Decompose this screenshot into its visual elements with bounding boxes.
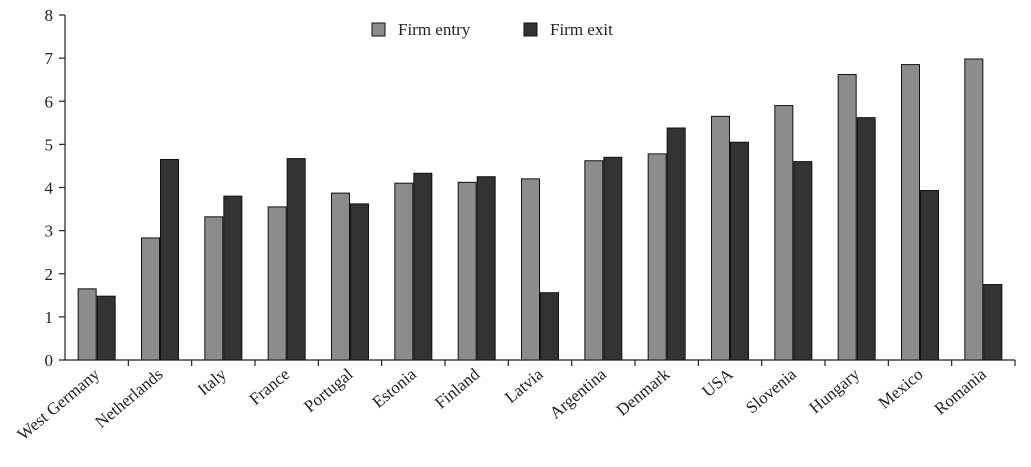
bar-firm-entry (267, 206, 287, 361)
category-label: France (246, 365, 294, 409)
bar-firm-entry (394, 182, 414, 361)
bar-firm-entry (457, 181, 477, 361)
bar-firm-entry (141, 237, 160, 361)
legend-swatch (371, 22, 386, 37)
bar-firm-exit (666, 127, 686, 361)
bar-firm-entry (77, 288, 97, 361)
bar-firm-exit (793, 161, 813, 361)
bar-firm-exit (96, 295, 116, 361)
bar-firm-exit (603, 156, 623, 361)
bar-firm-exit (476, 176, 496, 361)
category-label: Italy (194, 364, 230, 399)
bar-firm-exit (223, 195, 243, 361)
y-tick-label: 6 (45, 92, 54, 111)
category-label: Denmark (613, 364, 674, 420)
bar-firm-entry (711, 115, 730, 361)
bar-firm-entry (901, 64, 920, 361)
y-axis: 0 1 2 3 4 5 6 7 8 (45, 6, 66, 370)
category-label: Latvia (501, 364, 547, 407)
bar-firm-entry (584, 160, 604, 361)
bar-firm-entry (774, 105, 794, 361)
category-label: Portugal (300, 364, 357, 416)
y-tick-label: 8 (45, 6, 54, 25)
legend-label: Firm entry (398, 20, 471, 39)
category-label: Romania (931, 364, 991, 418)
bar-firm-entry (647, 153, 667, 361)
y-tick-label: 4 (45, 179, 54, 198)
bar-firm-entry (521, 178, 540, 361)
bar-firm-exit (983, 284, 1003, 361)
bar-firm-exit (160, 158, 179, 361)
bars (77, 58, 1003, 361)
bar-firm-entry (331, 192, 350, 361)
y-tick-label: 0 (45, 351, 54, 370)
category-label: Finland (431, 364, 483, 412)
category-label: Argentina (546, 364, 610, 422)
y-tick-label: 1 (45, 308, 54, 327)
y-tick-label: 5 (45, 135, 54, 154)
category-label: Estonia (369, 364, 421, 412)
category-label: Slovenia (742, 364, 800, 417)
legend: Firm entry Firm exit (371, 20, 613, 39)
category-label: Mexico (875, 365, 927, 413)
y-tick-label: 2 (45, 265, 54, 284)
bar-firm-exit (286, 158, 306, 361)
category-label: Netherlands (91, 365, 166, 432)
y-tick-label: 7 (45, 49, 54, 68)
bar-firm-exit (920, 190, 939, 361)
legend-label: Firm exit (550, 20, 613, 39)
bar-firm-entry (964, 58, 984, 361)
bar-firm-exit (730, 141, 749, 361)
category-label: Hungary (805, 364, 863, 417)
y-tick-label: 3 (45, 222, 54, 241)
bar-firm-entry (837, 74, 857, 361)
category-label: West Germany (14, 364, 104, 444)
x-axis (65, 359, 1016, 366)
bar-firm-exit (413, 172, 433, 361)
bar-firm-exit (856, 117, 876, 361)
bar-firm-entry (204, 216, 224, 361)
bar-firm-exit (540, 292, 559, 361)
bar-firm-exit (350, 203, 369, 361)
legend-swatch (523, 22, 538, 37)
category-label: USA (698, 364, 737, 401)
